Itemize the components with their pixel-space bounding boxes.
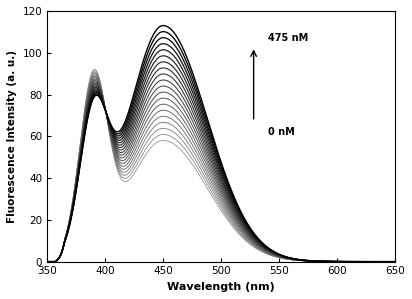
X-axis label: Wavelength (nm): Wavelength (nm) xyxy=(167,282,275,292)
Y-axis label: Fluorescence Intensity (a. u.): Fluorescence Intensity (a. u.) xyxy=(7,50,17,223)
Text: 0 nM: 0 nM xyxy=(267,127,294,137)
Text: 475 nM: 475 nM xyxy=(267,33,308,43)
